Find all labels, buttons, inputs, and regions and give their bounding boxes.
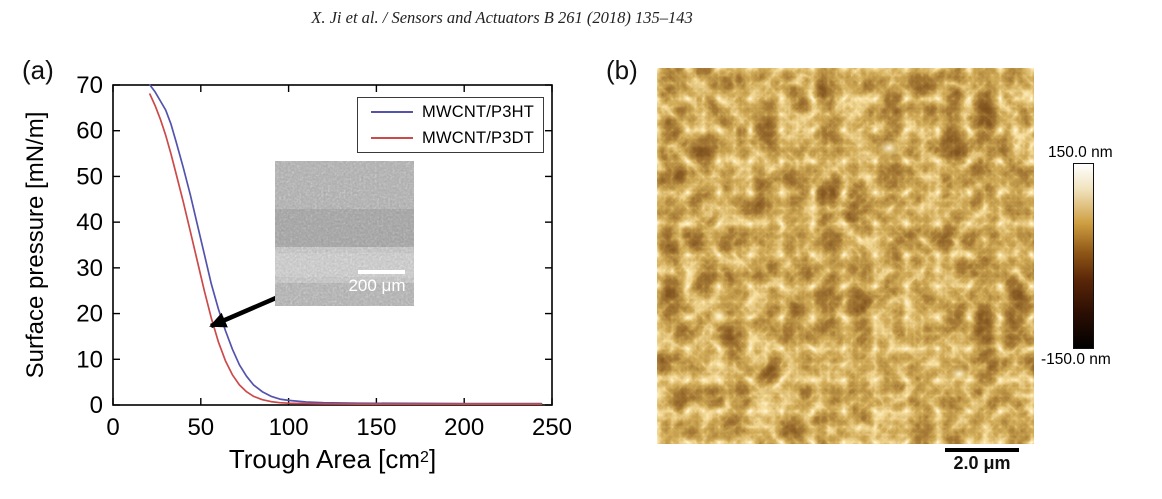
afm-scalebar bbox=[945, 448, 1019, 452]
x-axis-label: Trough Area [cm2] bbox=[113, 444, 552, 475]
inset-micrograph-image bbox=[275, 161, 414, 306]
x-tick-label: 0 bbox=[106, 414, 119, 441]
inset-scalebar-label: 200 μm bbox=[348, 276, 406, 295]
colorbar bbox=[1073, 163, 1094, 349]
legend-item-mwcnt-p3dt: MWCNT/P3DT bbox=[358, 125, 543, 151]
x-tick-label: 250 bbox=[532, 414, 572, 441]
panel-b-label: (b) bbox=[606, 55, 638, 85]
legend-line-sample-red bbox=[371, 137, 413, 139]
legend-item-mwcnt-p3ht: MWCNT/P3HT bbox=[358, 99, 543, 125]
x-axis-label-text: Trough Area [cm bbox=[228, 444, 421, 474]
x-tick-label: 200 bbox=[444, 414, 484, 441]
x-tick-label: 50 bbox=[187, 414, 214, 441]
afm-scalebar-label: 2.0 μm bbox=[953, 453, 1011, 473]
inset-scalebar bbox=[358, 270, 405, 274]
x-tick-label: 100 bbox=[269, 414, 309, 441]
x-axis-label-sup: 2 bbox=[420, 449, 429, 466]
legend-box: MWCNT/P3HT MWCNT/P3DT bbox=[357, 97, 544, 153]
x-axis-label-close: ] bbox=[428, 444, 437, 474]
legend-label-mwcnt-p3ht: MWCNT/P3HT bbox=[422, 102, 534, 121]
y-tick-label: 20 bbox=[76, 301, 103, 328]
y-tick-label: 60 bbox=[76, 118, 103, 145]
curve-mwcnt-p3ht bbox=[149, 84, 543, 405]
curve-mwcnt-p3dt bbox=[149, 93, 543, 405]
isotherm-chart: 0 50 100 150 200 250 0 10 20 30 40 50 60 70 bbox=[76, 72, 572, 441]
afm-topography-texture bbox=[657, 68, 1034, 444]
y-tick-label: 10 bbox=[76, 346, 103, 373]
legend-line-sample-blue bbox=[371, 111, 413, 113]
inset-micrograph: 200 μm bbox=[275, 161, 414, 306]
panel-a-label: (a) bbox=[22, 55, 54, 85]
x-tick-label: 150 bbox=[356, 414, 396, 441]
colorbar-max-label: 150.0 nm bbox=[1048, 144, 1113, 161]
afm-image bbox=[657, 68, 1034, 444]
y-axis-label: Surface pressure [mN/m] bbox=[22, 111, 49, 379]
y-tick-label: 70 bbox=[76, 72, 103, 99]
header-citation: X. Ji et al. / Sensors and Actuators B 2… bbox=[311, 8, 693, 27]
y-tick-label: 40 bbox=[76, 209, 103, 236]
colorbar-min-label: -150.0 nm bbox=[1041, 351, 1111, 368]
legend-label-mwcnt-p3dt: MWCNT/P3DT bbox=[422, 128, 534, 147]
plot-box bbox=[112, 84, 553, 406]
y-tick-label: 0 bbox=[90, 392, 103, 419]
y-tick-label: 50 bbox=[76, 163, 103, 190]
y-tick-label: 30 bbox=[76, 255, 103, 282]
